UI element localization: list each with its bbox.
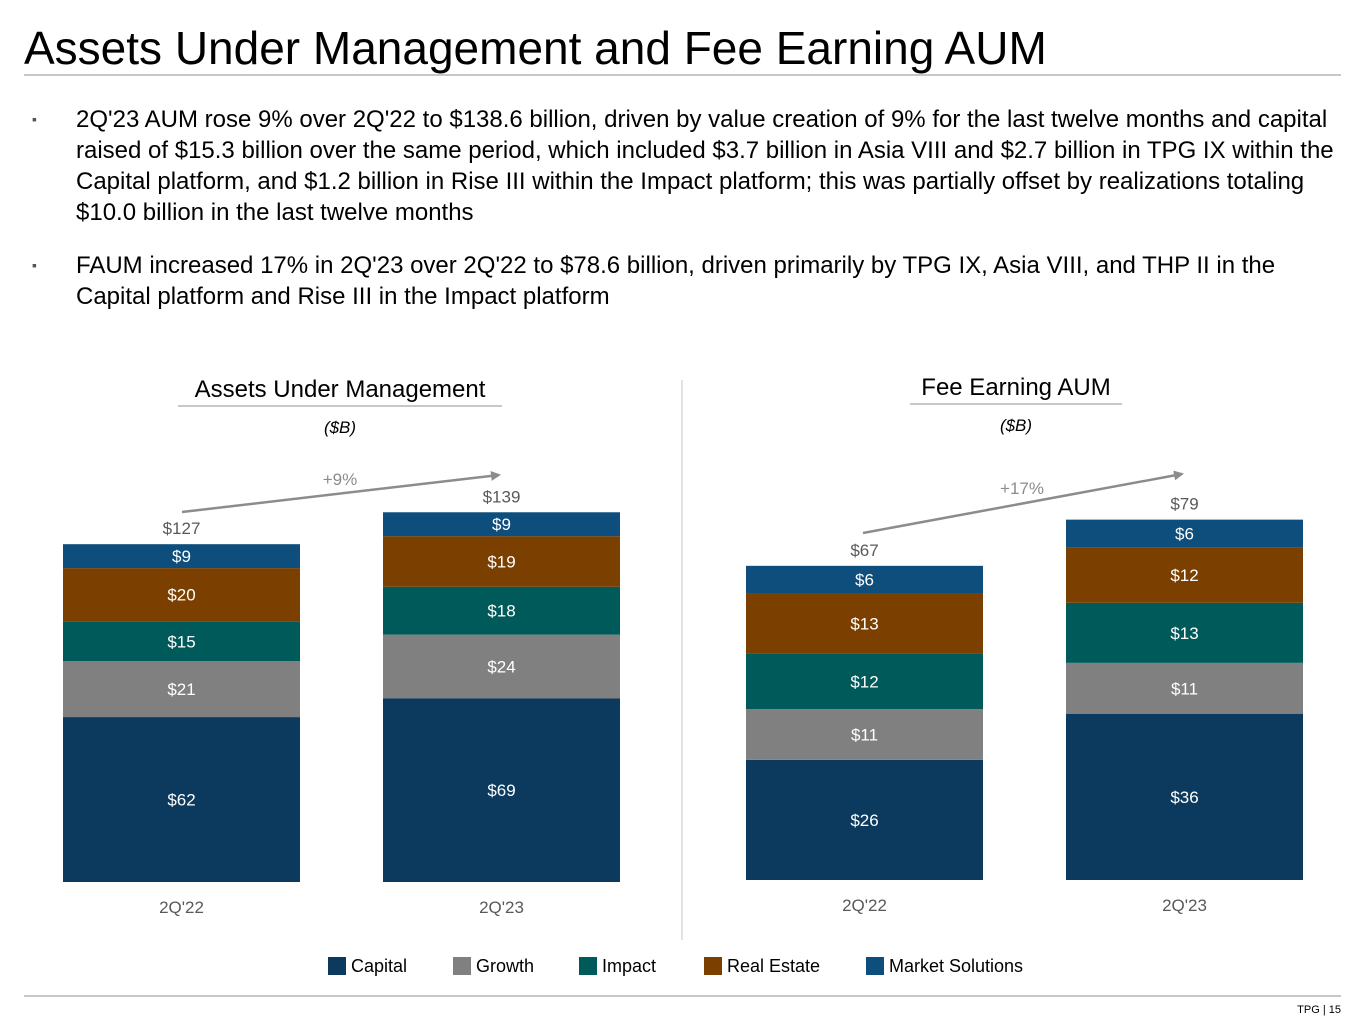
category-tick-label: 2Q'23	[1162, 896, 1207, 915]
data-label: $62	[167, 791, 195, 810]
legend-label: Capital	[351, 956, 407, 976]
legend-item: Impact	[579, 956, 656, 976]
data-label: $69	[487, 781, 515, 800]
data-label: $18	[487, 602, 515, 621]
data-label: $12	[850, 672, 878, 691]
legend-label: Impact	[602, 956, 656, 976]
data-label: $21	[167, 680, 195, 699]
title-divider	[24, 74, 1341, 76]
data-label: $6	[1175, 525, 1194, 544]
bar-segment-capital	[383, 698, 620, 882]
page-number: TPG | 15	[1297, 1004, 1341, 1016]
total-label: $127	[163, 519, 201, 538]
data-label: $15	[167, 632, 195, 651]
bar-segment-impact	[1066, 602, 1303, 663]
bar-segment-capital	[746, 759, 983, 880]
bullet-item: ▪ FAUM increased 17% in 2Q'23 over 2Q'22…	[32, 250, 1342, 312]
data-label: $9	[172, 547, 191, 566]
legend-swatch	[704, 957, 722, 975]
legend-swatch	[579, 957, 597, 975]
bullet-square-icon: ▪	[32, 111, 37, 127]
category-tick-label: 2Q'22	[159, 898, 204, 917]
category-tick-label: 2Q'23	[479, 898, 524, 917]
data-label: $19	[487, 552, 515, 571]
stacked-bar-chart-2: Fee Earning AUM ($B) $26 $11 $12 $13 $6 $67 2Q'2…	[746, 374, 1303, 915]
legend-label: Real Estate	[727, 956, 820, 976]
bar-segment-real-estate	[383, 536, 620, 587]
total-label: $139	[483, 487, 521, 506]
legend-item: Real Estate	[704, 956, 820, 976]
bar-segment-real-estate	[746, 593, 983, 654]
chart-legend: Capital Growth Impact Real Estate Market Sol…	[328, 956, 1023, 976]
data-label: $11	[1171, 679, 1198, 698]
data-label: $9	[492, 515, 511, 534]
bullet-item: ▪ 2Q'23 AUM rose 9% over 2Q'22 to $138.6…	[32, 104, 1342, 228]
data-label: $20	[167, 586, 195, 605]
legend-item: Market Solutions	[866, 956, 1023, 976]
bullet-square-icon: ▪	[32, 257, 37, 273]
bar-segment-growth	[746, 709, 983, 760]
bar-segment-real-estate	[1066, 547, 1303, 603]
growth-label: +9%	[323, 470, 358, 489]
chart-title: Fee Earning AUM	[921, 374, 1110, 401]
legend-swatch	[866, 957, 884, 975]
chart-subtitle: ($B)	[1000, 416, 1032, 435]
bar-segment-growth	[63, 661, 300, 718]
total-label: $67	[850, 541, 878, 560]
data-label: $12	[1170, 566, 1198, 585]
legend-item: Growth	[453, 956, 534, 976]
bar-segment-growth	[383, 634, 620, 699]
bar-segment-growth	[1066, 662, 1303, 714]
chart-title: Assets Under Management	[195, 376, 486, 403]
chart-subtitle: ($B)	[324, 418, 356, 437]
bar-segment-market-solutions	[383, 512, 620, 537]
page-title: Assets Under Management and Fee Earning …	[24, 22, 1047, 74]
bar-segment-real-estate	[63, 568, 300, 622]
bullet-text: FAUM increased 17% in 2Q'23 over 2Q'22 t…	[76, 252, 1276, 310]
stacked-bar-chart-1: Assets Under Management ($B) $62 $21 $15 $20 $…	[63, 376, 620, 917]
footer-divider	[24, 995, 1341, 997]
legend-swatch	[453, 957, 471, 975]
total-label: $79	[1170, 495, 1198, 514]
bar-segment-capital	[63, 717, 300, 882]
legend-label: Growth	[476, 956, 534, 976]
bar-segment-impact	[746, 653, 983, 710]
bar-segment-market-solutions	[746, 565, 983, 594]
legend-item: Capital	[328, 956, 407, 976]
bullet-text: 2Q'23 AUM rose 9% over 2Q'22 to $138.6 b…	[76, 106, 1334, 226]
bar-segment-market-solutions	[63, 544, 300, 569]
data-label: $6	[855, 571, 874, 590]
data-label: $11	[851, 725, 878, 744]
data-label: $24	[487, 658, 515, 677]
bar-segment-market-solutions	[1066, 519, 1303, 548]
bar-segment-impact	[383, 586, 620, 635]
data-label: $26	[850, 811, 878, 830]
data-label: $36	[1170, 788, 1198, 807]
data-label: $13	[850, 615, 878, 634]
legend-swatch	[328, 957, 346, 975]
growth-arrow	[862, 470, 1184, 535]
bar-segment-impact	[63, 621, 300, 662]
category-tick-label: 2Q'22	[842, 896, 887, 915]
growth-arrow	[181, 470, 501, 514]
data-label: $13	[1170, 624, 1198, 643]
growth-label: +17%	[1000, 479, 1044, 498]
legend-label: Market Solutions	[889, 956, 1023, 976]
bullet-list: ▪ 2Q'23 AUM rose 9% over 2Q'22 to $138.6…	[32, 104, 1342, 334]
bar-segment-capital	[1066, 713, 1303, 880]
